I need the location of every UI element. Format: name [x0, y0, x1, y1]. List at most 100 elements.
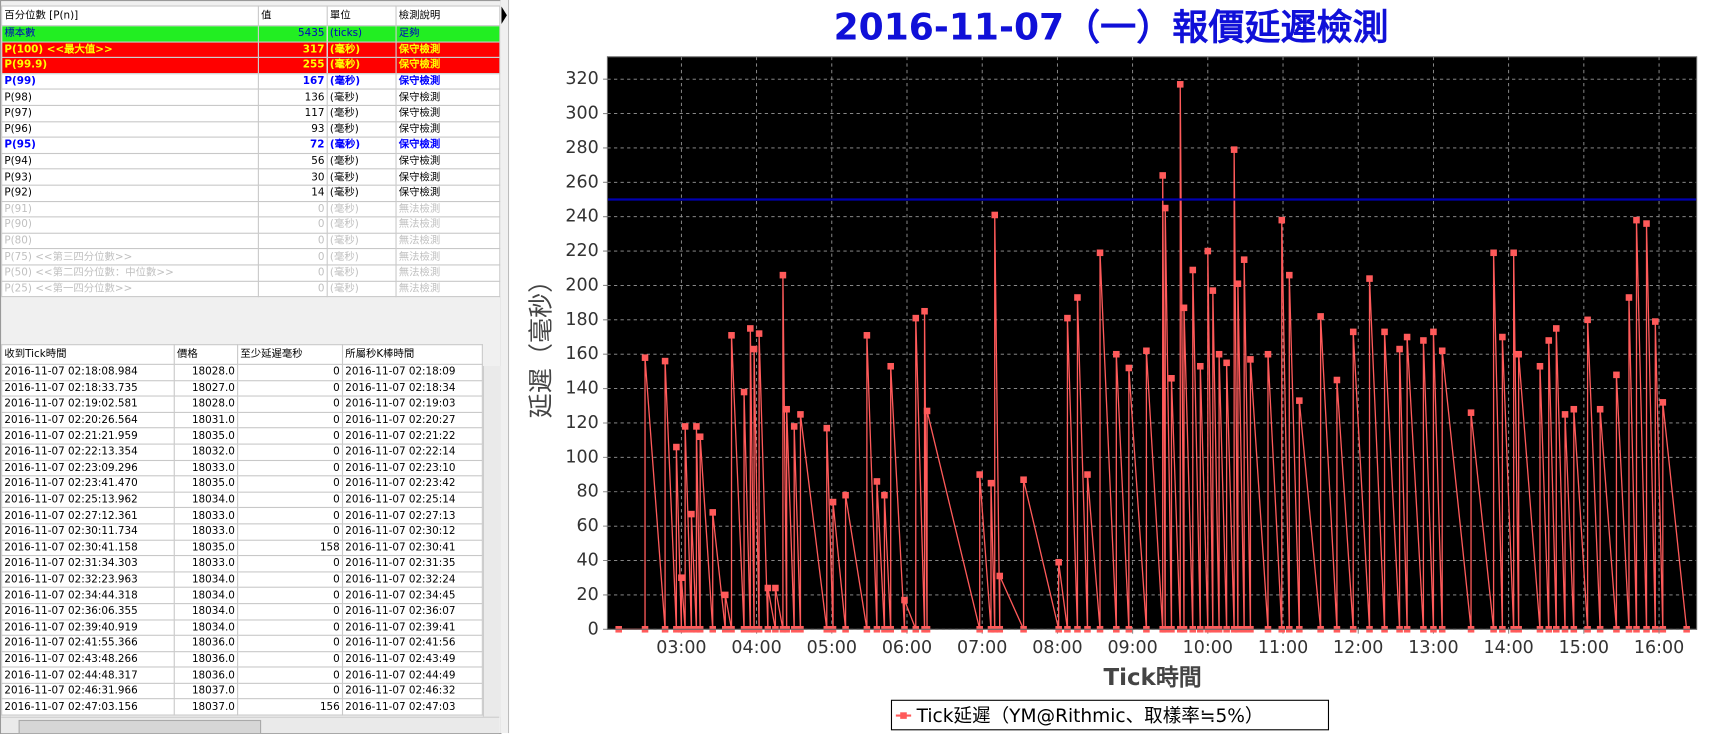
- table-cell: 93: [257, 120, 328, 138]
- table-cell: 0: [237, 618, 344, 636]
- data-point: [755, 330, 763, 337]
- scroll-thumb[interactable]: [18, 719, 262, 734]
- table-cell: 2016-11-07 02:30:41.158: [1, 539, 175, 557]
- data-point: [790, 423, 798, 430]
- data-point: [1264, 350, 1272, 358]
- tick-table[interactable]: 收到Tick時間 價格 至少延遲毫秒 所屬秒K棒時間 2016-11-07 02:18:…: [1, 344, 483, 716]
- data-point: [1552, 325, 1560, 332]
- table-cell: 2016-11-07 02:44:48.317: [1, 666, 175, 684]
- table-row: P(95) 72 (毫秒) 保守檢測: [1, 136, 501, 154]
- table-cell: (毫秒): [326, 72, 397, 90]
- column-header: 值: [257, 5, 328, 27]
- table-cell: 2016-11-07 02:19:03: [341, 395, 483, 413]
- table-cell: P(95): [1, 136, 259, 154]
- y-tick-label: 140: [565, 379, 598, 399]
- x-tick-label: 07:00: [957, 638, 1007, 658]
- horizontal-scrollbar[interactable]: [1, 716, 500, 734]
- x-tick-label: 09:00: [1107, 638, 1157, 658]
- table-cell: 0: [237, 363, 344, 381]
- table-cell: 無法檢測: [395, 216, 501, 234]
- table-cell: (毫秒): [326, 200, 397, 218]
- table-cell: 0: [237, 379, 344, 397]
- table-cell: 18036.0: [173, 666, 239, 684]
- table-cell: 2016-11-07 02:44:49: [341, 666, 483, 684]
- table-cell: 18033.0: [173, 507, 239, 525]
- table-cell: 18033.0: [173, 459, 239, 477]
- data-point: [1349, 328, 1357, 336]
- table-cell: (毫秒): [326, 136, 397, 154]
- y-tick-label: 260: [565, 172, 598, 192]
- table-cell: 無法檢測: [395, 200, 501, 218]
- table-cell: 2016-11-07 02:39:40.919: [1, 618, 175, 636]
- table-cell: 2016-11-07 02:18:08.984: [1, 363, 175, 381]
- data-point: [772, 584, 779, 592]
- table-cell: (毫秒): [326, 104, 397, 122]
- table-cell: 18034.0: [173, 587, 239, 605]
- table-row: P(99) 167 (毫秒) 保守檢測: [1, 72, 501, 90]
- data-point: [887, 362, 894, 370]
- data-point: [1570, 405, 1578, 413]
- table-cell: P(96): [1, 120, 259, 138]
- data-point: [1659, 399, 1667, 406]
- vertical-scrollbar[interactable]: [482, 365, 501, 717]
- table-cell: (毫秒): [326, 232, 397, 250]
- table-cell: 0: [237, 411, 344, 429]
- table-cell: 2016-11-07 02:18:33.735: [1, 379, 175, 397]
- legend-label: Tick延遲（YM@Rithmic、取樣率≒5%）: [916, 706, 1264, 727]
- table-row: 2016-11-07 02:31:34.303 18033.0 0 2016-11-0…: [1, 555, 483, 573]
- data-point: [740, 388, 748, 396]
- data-point: [829, 498, 837, 506]
- table-row: 2016-11-07 02:46:31.966 18037.0 0 2016-11-0…: [1, 682, 483, 700]
- splitter-arrow: [501, 6, 507, 25]
- x-tick-label: 11:00: [1258, 638, 1308, 658]
- table-cell: 0: [257, 264, 328, 282]
- data-point: [976, 471, 983, 478]
- table-row: 2016-11-07 02:18:33.735 18027.0 0 2016-11-0…: [1, 379, 483, 397]
- table-cell: 2016-11-07 02:47:03: [341, 698, 483, 716]
- table-cell: 2016-11-07 02:25:14: [341, 491, 483, 509]
- y-tick-label: 240: [565, 207, 598, 227]
- data-point: [863, 332, 871, 339]
- table-cell: P(92): [1, 184, 259, 202]
- table-cell: P(94): [1, 152, 259, 170]
- table-cell: P(99): [1, 72, 259, 90]
- table-row: P(75) <<第三四分位數>> 0 (毫秒) 無法檢測: [1, 248, 501, 266]
- data-point: [1168, 375, 1175, 382]
- y-tick-label: 280: [565, 138, 598, 158]
- data-point: [1596, 405, 1604, 413]
- data-point: [673, 443, 680, 451]
- table-cell: 0: [237, 555, 344, 573]
- table-cell: 保守檢測: [395, 152, 501, 170]
- table-cell: 2016-11-07 02:34:45: [341, 587, 483, 605]
- y-tick-label: 80: [576, 482, 598, 502]
- data-point: [1278, 216, 1286, 224]
- table-cell: 136: [257, 88, 328, 106]
- table-cell: 255: [257, 57, 328, 75]
- table-cell: 2016-11-07 02:23:42: [341, 475, 483, 493]
- data-point: [1536, 362, 1544, 370]
- data-point: [1247, 356, 1254, 363]
- table-cell: 保守檢測: [395, 41, 501, 59]
- splitter[interactable]: [500, 0, 510, 734]
- data-point: [1366, 275, 1373, 282]
- x-tick-label: 16:00: [1634, 638, 1684, 658]
- table-cell: 2016-11-07 02:18:09: [341, 363, 483, 381]
- table-cell: 158: [237, 539, 344, 557]
- data-point: [641, 354, 649, 361]
- table-cell: 2016-11-07 02:32:24: [341, 571, 483, 589]
- table-cell: 無法檢測: [395, 248, 501, 266]
- table-row: P(92) 14 (毫秒) 保守檢測: [1, 184, 501, 202]
- y-tick-label: 160: [565, 344, 598, 364]
- table-cell: P(93): [1, 168, 259, 186]
- y-tick-label: 0: [588, 619, 599, 639]
- data-point: [1403, 333, 1411, 341]
- table-cell: 18034.0: [173, 618, 239, 636]
- table-row: 2016-11-07 02:39:40.919 18034.0 0 2016-11-0…: [1, 618, 483, 636]
- table-cell: 0: [237, 443, 344, 461]
- y-tick-label: 120: [565, 413, 598, 433]
- x-tick-label: 13:00: [1408, 638, 1458, 658]
- table-cell: 保守檢測: [395, 72, 501, 90]
- table-row: 2016-11-07 02:43:48.266 18036.0 0 2016-11-0…: [1, 650, 483, 668]
- data-point: [661, 357, 669, 365]
- data-point: [901, 596, 908, 604]
